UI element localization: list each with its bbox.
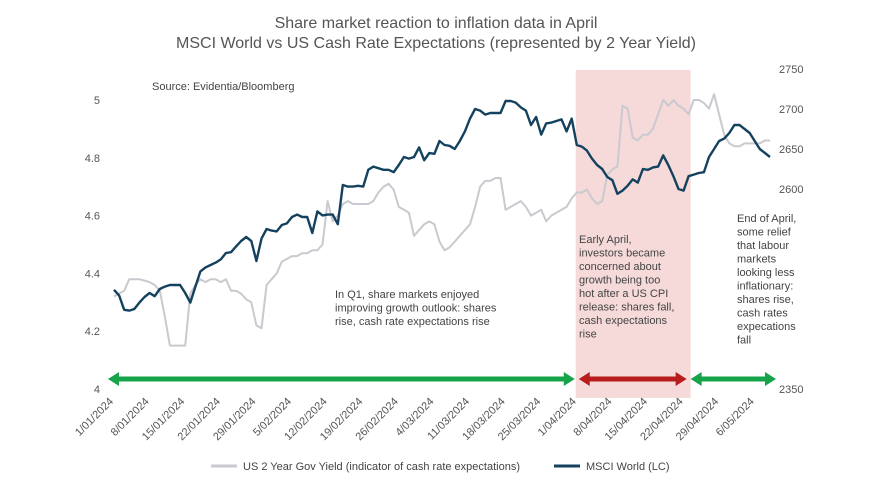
annotation-line: expecations [737,321,796,333]
annotation-line: End of April, [737,213,796,225]
annotation-line: rise [579,329,597,341]
annotation-line: shares rise, [737,294,794,306]
period-arrow [578,372,687,386]
legend-label: US 2 Year Gov Yield (indicator of cash r… [243,461,520,473]
annotation-line: concerned about [579,261,661,273]
source-note: Source: Evidentia/Bloomberg [152,81,294,93]
annotation-1: In Q1, share markets enjoyed improving gr… [335,289,497,328]
left-axis-tick: 5 [94,95,100,107]
annotation-line: inflationary: [737,281,793,293]
right-axis-tick: 2750 [779,64,803,76]
annotation-line: markets [737,254,777,266]
right-axis-tick: 2350 [779,384,803,396]
right-axis-tick: 2650 [779,144,803,156]
annotation-line: cash expectations [579,315,668,327]
annotation-line: some relief [737,227,792,239]
annotation-line: fall [737,335,751,347]
left-axis-tick: 4 [94,384,100,396]
period-arrow [690,372,776,386]
period-arrow [108,372,575,386]
annotation-line: investors became [579,248,665,260]
left-axis-tick: 4.4 [85,268,100,280]
april-shaded-region [575,70,691,398]
right-axis-tick: 2700 [779,104,803,116]
right-axis-tick: 2600 [779,184,803,196]
annotation-line: cash rates [737,308,788,320]
annotation-line: that labour [737,240,789,252]
annotation-line: Early April, [579,234,632,246]
x-axis-tick: 6/05/2024 [714,396,757,439]
chart-title: Share market reaction to inflation data … [152,15,696,93]
series-line-us-2y-yield [113,93,770,347]
annotation-line: release: shares fall, [579,302,674,314]
legend-label: MSCI World (LC) [586,461,670,473]
annotation-line: rise, cash rate expectations rise [335,316,490,328]
annotation-line: improving growth outlook: shares [335,303,497,315]
annotation-line: growth being too [579,275,660,287]
annotation-line: looking less [737,267,795,279]
legend-item: MSCI World (LC) [554,461,670,473]
annotation-line: hot after a US CPI [579,288,668,300]
series-line-msci-world [113,99,771,312]
chart-title-line: Share market reaction to inflation data … [275,15,598,32]
left-axis-tick: 4.2 [85,326,100,338]
left-axis-tick: 4.6 [85,211,100,223]
chart-title-line: MSCI World vs US Cash Rate Expectations … [176,35,696,52]
legend-item: US 2 Year Gov Yield (indicator of cash r… [211,461,520,473]
left-axis-tick: 4.8 [85,153,100,165]
annotation-line: In Q1, share markets enjoyed [335,289,479,301]
